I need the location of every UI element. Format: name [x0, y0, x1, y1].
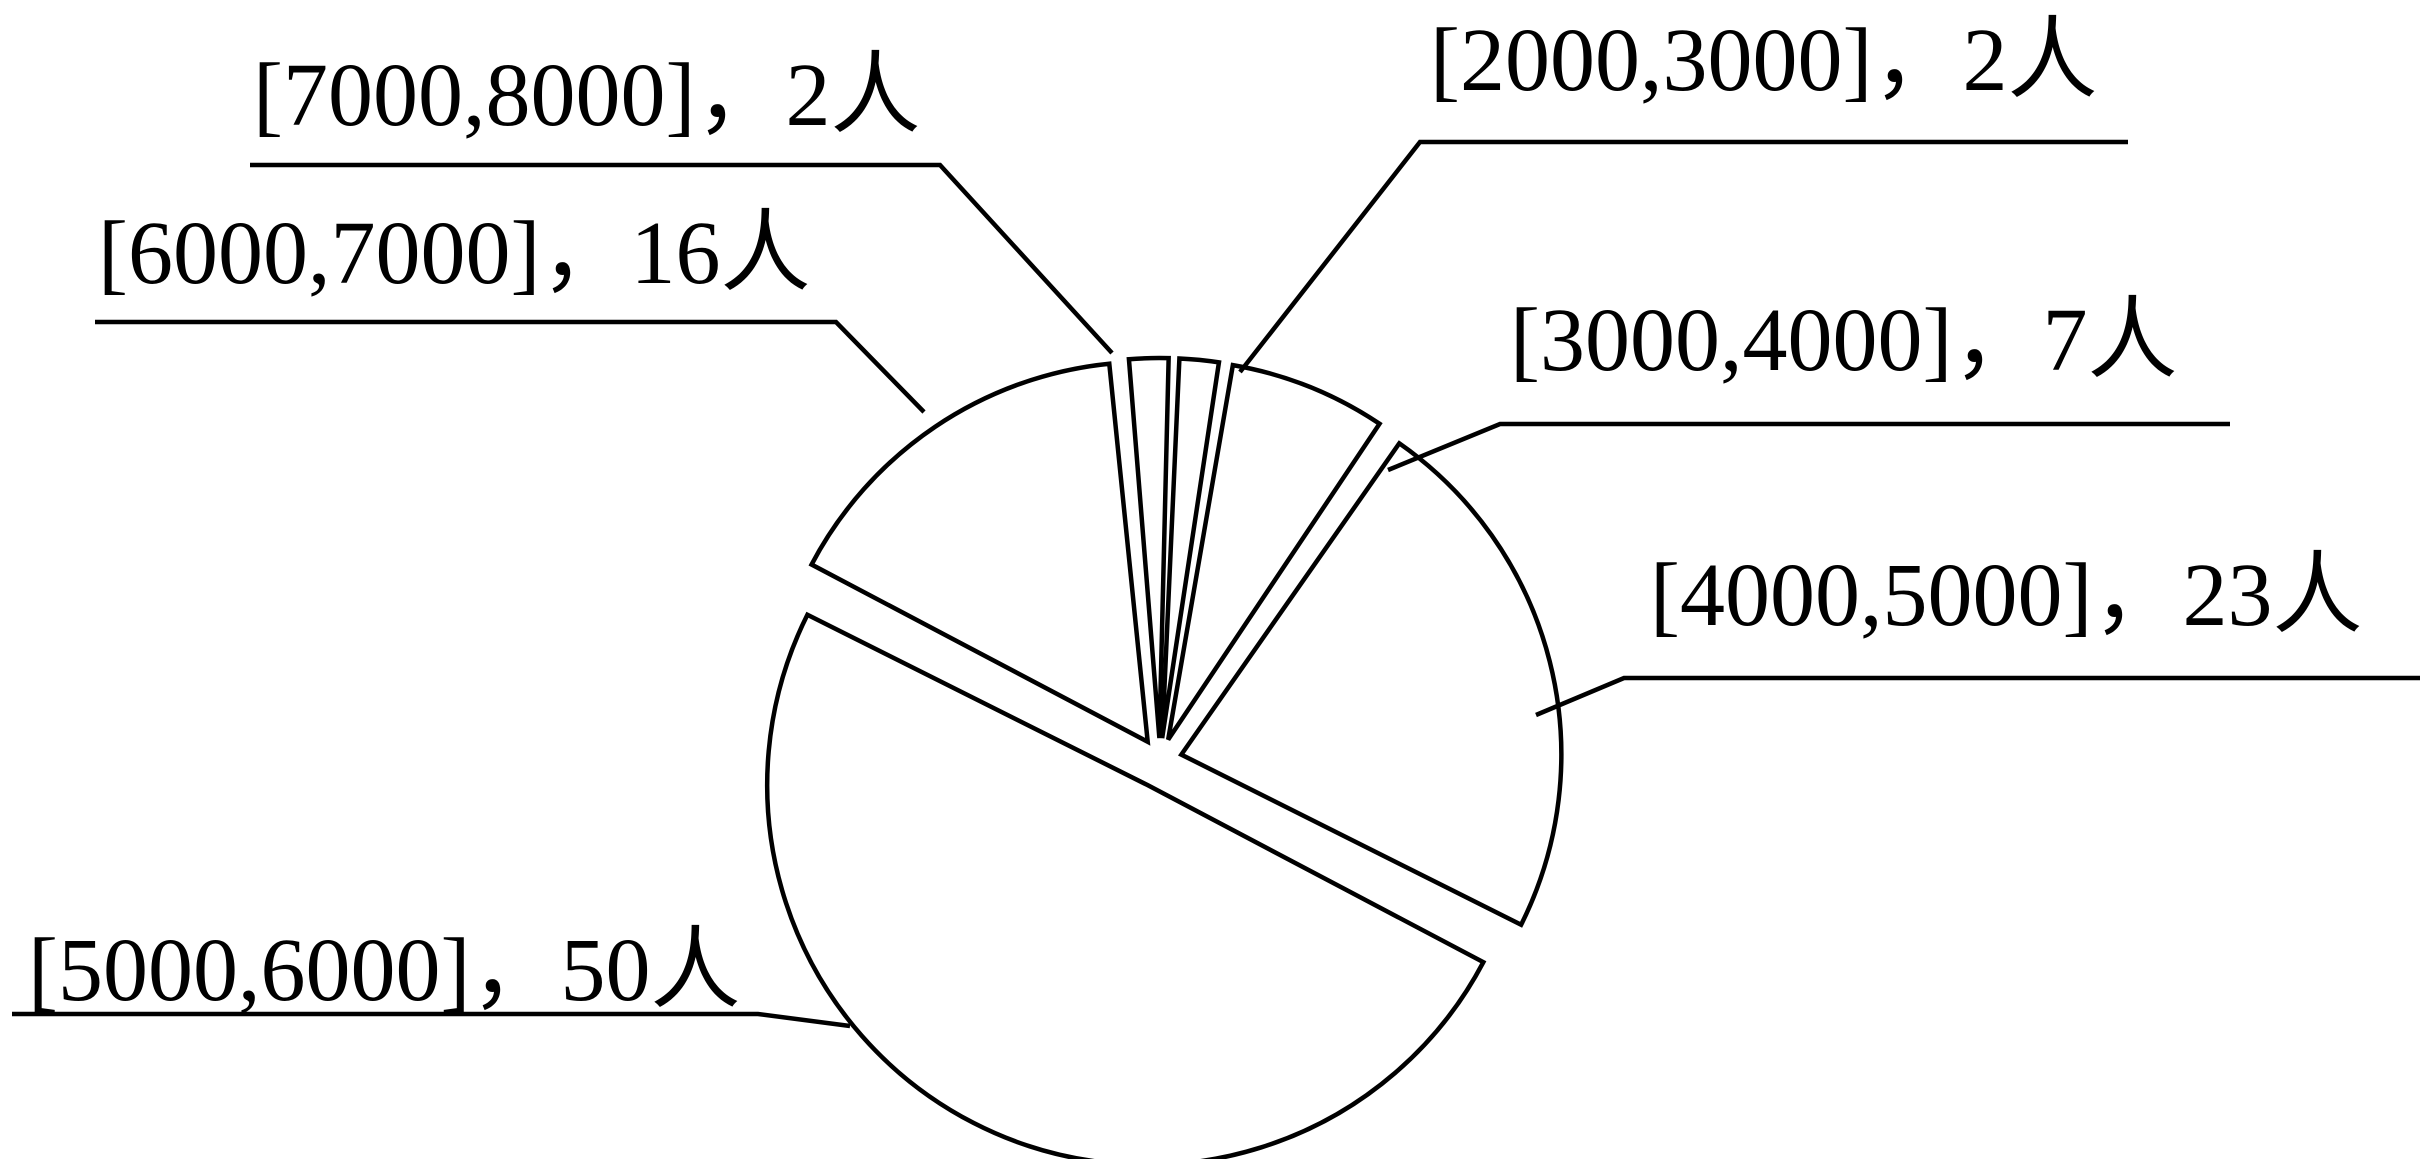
slice-label: [2000,3000]，2人 — [1430, 11, 2097, 110]
pie-slice-3000-4000 — [1165, 362, 1383, 741]
leader-line — [1535, 675, 2420, 718]
leader-line — [1387, 421, 2230, 473]
leader-line — [95, 319, 926, 414]
slice-labels: [2000,3000]，2人 [3000,4000]，7人 [4000,5000]，… — [28, 11, 2362, 1020]
slice-label: [6000,7000]，16人 — [98, 204, 810, 303]
pie-slice-6000-7000 — [808, 361, 1151, 746]
slice-label: [5000,6000]，50人 — [28, 921, 740, 1020]
pie-slice-2000-3000 — [1159, 356, 1222, 739]
pie-slice-5000-6000 — [764, 611, 1487, 1159]
leader-lines — [12, 139, 2420, 1029]
pie-slices — [764, 355, 1564, 1159]
pie-slice-7000-8000 — [1126, 355, 1171, 739]
slice-label: [7000,8000]，2人 — [253, 46, 920, 145]
slice-label: [4000,5000]，23人 — [1650, 546, 2362, 645]
leader-line — [1238, 139, 2128, 374]
slice-label: [3000,4000]，7人 — [1510, 291, 2177, 390]
leader-line — [12, 1011, 851, 1029]
leader-line — [250, 162, 1114, 355]
pie-slice-4000-5000 — [1177, 440, 1564, 928]
